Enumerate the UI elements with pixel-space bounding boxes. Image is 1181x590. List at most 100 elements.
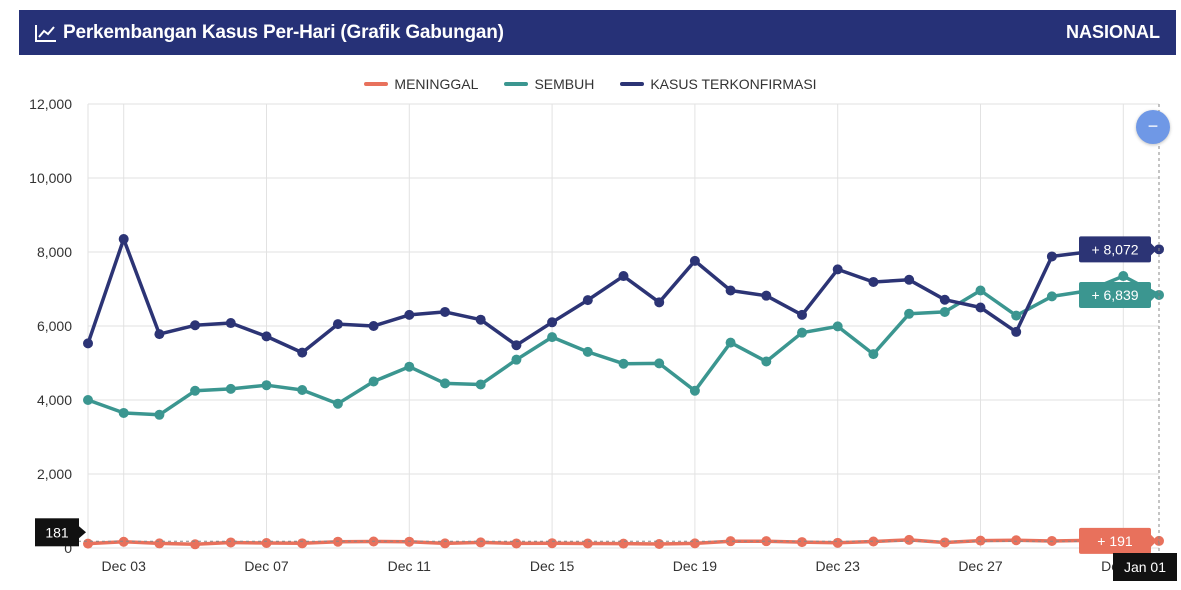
data-point-0 (725, 536, 736, 547)
data-point-2 (190, 320, 201, 331)
data-point-2 (261, 331, 272, 342)
data-point-0 (261, 538, 272, 549)
data-point-2 (832, 264, 843, 275)
x-tick-label: Dec 15 (530, 558, 575, 574)
y-tick-label: 8,000 (37, 244, 72, 260)
tooltip-2: + 191 (1079, 527, 1157, 554)
data-point-1 (332, 398, 343, 409)
data-point-0 (582, 538, 593, 549)
chart-title: Perkembangan Kasus Per-Hari (Grafik Gabu… (35, 10, 504, 55)
legend-swatch-kasus (620, 82, 645, 86)
tooltip-arrow (1151, 243, 1157, 256)
data-point-1 (797, 327, 807, 338)
data-point-2 (297, 347, 308, 358)
data-point-1 (440, 378, 450, 389)
crosshair-y-arrow (79, 526, 86, 539)
data-point-2 (904, 274, 915, 285)
data-point-2 (511, 340, 522, 351)
legend-item-sembuh[interactable]: SEMBUH (504, 74, 594, 94)
data-point-2 (654, 297, 665, 308)
zoom-out-icon: − (1147, 116, 1159, 136)
legend-label-kasus: KASUS TERKONFIRMASI (650, 76, 817, 92)
legend-label-meninggal: MENINGGAL (394, 76, 479, 92)
data-point-0 (475, 537, 486, 548)
crosshair-y-box (35, 518, 79, 547)
data-point-0 (1011, 535, 1022, 546)
data-point-1 (475, 379, 486, 390)
data-point-1 (261, 380, 272, 391)
data-point-1 (83, 395, 93, 405)
data-point-2 (547, 317, 558, 328)
data-point-1 (225, 383, 236, 394)
data-point-2 (475, 314, 486, 325)
y-tick-label: 2,000 (37, 466, 72, 482)
data-point-2 (1046, 251, 1057, 262)
data-point-0 (939, 537, 950, 548)
data-point-1 (1118, 271, 1129, 282)
data-point-0 (190, 539, 201, 550)
x-tick-label: Dec 03 (102, 558, 147, 574)
y-tick-label: 12,000 (29, 96, 72, 112)
data-point-1 (904, 308, 915, 319)
chart-legend: MENINGGAL SEMBUH KASUS TERKONFIRMASI (0, 74, 1181, 94)
data-point-2 (582, 295, 593, 306)
data-point-1 (118, 407, 129, 418)
data-point-2 (118, 234, 129, 245)
tooltip-label: + 6,839 (1091, 287, 1138, 303)
crosshair-y-text: 181 (45, 524, 69, 540)
data-point-1 (297, 385, 308, 396)
y-tick-label: 6,000 (37, 318, 72, 334)
data-point-0 (618, 538, 629, 549)
legend-swatch-meninggal (364, 82, 389, 86)
tooltip-0: + 8,072 (1079, 236, 1157, 263)
tooltip-arrow (1151, 534, 1157, 547)
data-point-2 (225, 318, 236, 329)
data-point-0 (154, 538, 165, 549)
data-point-0 (118, 536, 129, 547)
data-point-1 (975, 285, 986, 296)
legend-item-meninggal[interactable]: MENINGGAL (364, 74, 478, 94)
tooltip-box (1079, 236, 1151, 263)
chart-title-text: Perkembangan Kasus Per-Hari (Grafik Gabu… (63, 22, 504, 43)
data-point-1 (689, 385, 700, 396)
tooltip-label: + 191 (1097, 533, 1133, 549)
data-point-0 (83, 538, 93, 549)
y-tick-label: 4,000 (37, 392, 72, 408)
crosshair-x-box (1113, 553, 1177, 581)
data-point-2 (797, 309, 807, 320)
data-point-0 (689, 538, 700, 549)
data-point-1 (404, 361, 415, 372)
data-point-1 (868, 349, 879, 360)
data-point-0 (225, 537, 236, 548)
data-point-2 (939, 294, 950, 305)
data-point-0 (904, 534, 915, 545)
data-point-1 (832, 321, 843, 332)
data-point-2 (83, 338, 93, 349)
data-point-0 (654, 539, 665, 550)
data-point-1 (1046, 291, 1057, 302)
y-tick-label: 0 (64, 540, 72, 556)
data-point-1 (761, 356, 772, 367)
region-label: NASIONAL (1066, 22, 1160, 42)
series-line-1 (87, 274, 1160, 417)
data-point-1 (511, 354, 522, 365)
data-point-1 (582, 346, 593, 357)
x-tick-label: Dec 07 (244, 558, 289, 574)
data-point-1 (654, 358, 665, 369)
data-point-0 (868, 536, 879, 547)
data-point-1 (939, 306, 950, 317)
zoom-out-button[interactable]: − (1136, 110, 1170, 144)
data-point-2 (440, 306, 450, 317)
legend-label-sembuh: SEMBUH (534, 76, 595, 92)
data-point-2 (618, 271, 629, 282)
data-point-1 (368, 376, 379, 387)
legend-item-kasus[interactable]: KASUS TERKONFIRMASI (620, 74, 817, 94)
x-tick-label: Dec 19 (673, 558, 718, 574)
legend-swatch-sembuh (504, 82, 529, 86)
chart-header: Perkembangan Kasus Per-Hari (Grafik Gabu… (19, 10, 1176, 55)
data-point-2 (725, 285, 736, 296)
tooltip-arrow (1151, 288, 1157, 301)
data-point-2 (868, 276, 879, 287)
line-chart-icon (35, 24, 56, 42)
